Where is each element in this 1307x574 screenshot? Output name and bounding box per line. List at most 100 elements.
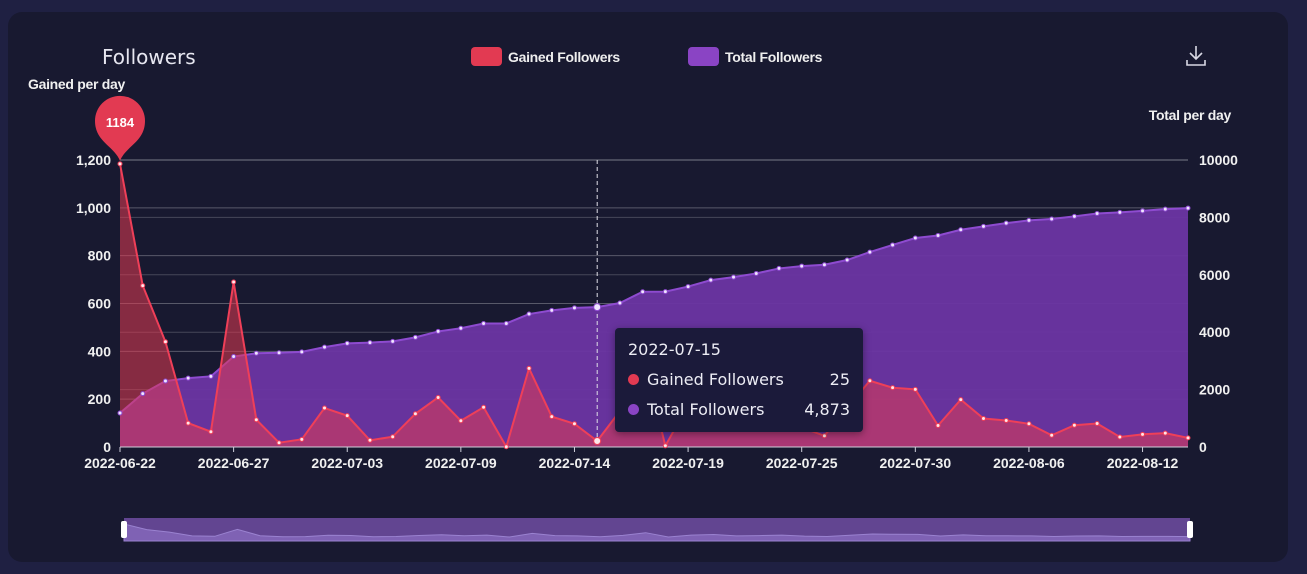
gained-followers-point — [662, 443, 668, 449]
gained-followers-point — [935, 422, 941, 428]
total-followers-point — [185, 375, 191, 381]
gained-followers-point — [458, 418, 464, 424]
total-followers-point — [503, 320, 509, 326]
total-followers-line — [119, 207, 1189, 414]
total-followers-point — [1026, 217, 1032, 223]
gained-followers-point — [593, 437, 602, 446]
x-tick-label: 2022-07-03 — [311, 455, 383, 471]
y-tick-left: 200 — [88, 391, 112, 407]
gained-followers-point — [253, 417, 259, 423]
x-tick-label: 2022-08-06 — [993, 455, 1065, 471]
gained-followers-point — [912, 386, 918, 392]
gained-followers-point — [821, 433, 827, 439]
legend-swatch-gained — [471, 47, 502, 66]
y-tick-right: 2000 — [1199, 382, 1230, 398]
x-tick-label: 2022-07-09 — [425, 455, 497, 471]
total-followers-point — [593, 303, 602, 312]
total-followers-point — [685, 284, 691, 290]
tooltip-date: 2022-07-15 — [628, 340, 721, 359]
y-tick-left: 800 — [88, 248, 112, 264]
total-followers-point — [776, 265, 782, 271]
total-followers-point — [549, 307, 555, 313]
gained-followers-point — [390, 434, 396, 440]
gained-followers-point — [344, 413, 350, 419]
x-tick-label: 2022-07-19 — [652, 455, 724, 471]
gained-followers-point — [162, 339, 168, 345]
gained-followers-point — [1185, 435, 1191, 441]
gained-followers-point — [367, 437, 373, 443]
tooltip-label: Gained Followers — [647, 370, 784, 389]
total-followers-point — [231, 354, 237, 360]
x-tick-label: 2022-06-22 — [84, 455, 156, 471]
total-followers-point — [435, 328, 441, 334]
total-followers-point — [481, 321, 487, 327]
gained-followers-point — [867, 378, 873, 384]
total-followers-point — [1071, 213, 1077, 219]
legend-total-followers[interactable]: Total Followers — [688, 47, 822, 66]
gained-followers-point — [1140, 431, 1146, 437]
tooltip-row-gained: Gained Followers 25 — [628, 370, 850, 389]
total-followers-point — [1185, 205, 1191, 211]
total-followers-point — [821, 262, 827, 268]
gained-followers-point — [1026, 421, 1032, 427]
gained-followers-point — [435, 394, 441, 400]
tooltip-dot-total — [628, 404, 639, 415]
legend-label: Total Followers — [725, 48, 823, 65]
tooltip: 2022-07-15 Gained Followers 25 Total Fol… — [615, 328, 863, 432]
total-followers-point — [571, 305, 577, 311]
total-followers-point — [935, 232, 941, 238]
total-followers-point — [980, 223, 986, 229]
download-button[interactable] — [1183, 44, 1209, 68]
gained-followers-point — [1162, 430, 1168, 436]
range-slider-handle-left[interactable] — [121, 521, 127, 538]
total-followers-point — [662, 289, 668, 295]
total-followers-point — [117, 410, 123, 416]
total-followers-point — [912, 235, 918, 241]
gained-followers-point — [503, 444, 509, 450]
tooltip-dot-gained — [628, 374, 639, 385]
total-followers-point — [1094, 211, 1100, 217]
max-value-label: 1184 — [106, 115, 135, 130]
total-followers-point — [140, 391, 146, 397]
total-followers-point — [526, 311, 532, 317]
total-followers-point — [1049, 216, 1055, 222]
total-followers-point — [208, 373, 214, 379]
total-followers-point — [1140, 208, 1146, 214]
total-followers-point — [390, 338, 396, 344]
total-followers-point — [617, 300, 623, 306]
range-slider-preview — [123, 523, 1191, 542]
gained-followers-point — [481, 404, 487, 410]
gained-followers-point — [117, 161, 123, 167]
tooltip-row-total: Total Followers 4,873 — [628, 400, 850, 419]
total-followers-point — [1117, 209, 1123, 215]
total-followers-point — [253, 350, 259, 356]
y-tick-right: 6000 — [1199, 267, 1230, 283]
range-slider-handle-right[interactable] — [1187, 521, 1193, 538]
total-followers-point — [322, 344, 328, 350]
y-tick-left: 0 — [103, 439, 111, 455]
x-tick-label: 2022-08-12 — [1107, 455, 1179, 471]
total-followers-point — [867, 249, 873, 255]
total-followers-point — [299, 349, 305, 355]
legend-gained-followers[interactable]: Gained Followers — [471, 47, 620, 66]
total-followers-point — [731, 274, 737, 280]
download-icon — [1186, 46, 1206, 66]
y-tick-right: 4000 — [1199, 324, 1230, 340]
total-followers-point — [844, 257, 850, 263]
total-followers-point — [412, 334, 418, 340]
gained-followers-point — [1071, 422, 1077, 428]
gained-followers-point — [208, 429, 214, 435]
tooltip-value: 4,873 — [804, 400, 850, 419]
total-followers-point — [1162, 206, 1168, 212]
gained-followers-point — [1094, 421, 1100, 427]
gained-followers-point — [549, 414, 555, 420]
tooltip-value: 25 — [829, 370, 850, 389]
legend-label: Gained Followers — [508, 48, 620, 65]
x-tick-label: 2022-07-30 — [880, 455, 952, 471]
total-followers-point — [708, 277, 714, 283]
tooltip-label: Total Followers — [647, 400, 765, 419]
gained-followers-area — [120, 163, 1188, 447]
gained-followers-point — [276, 440, 282, 446]
gained-followers-point — [958, 397, 964, 403]
